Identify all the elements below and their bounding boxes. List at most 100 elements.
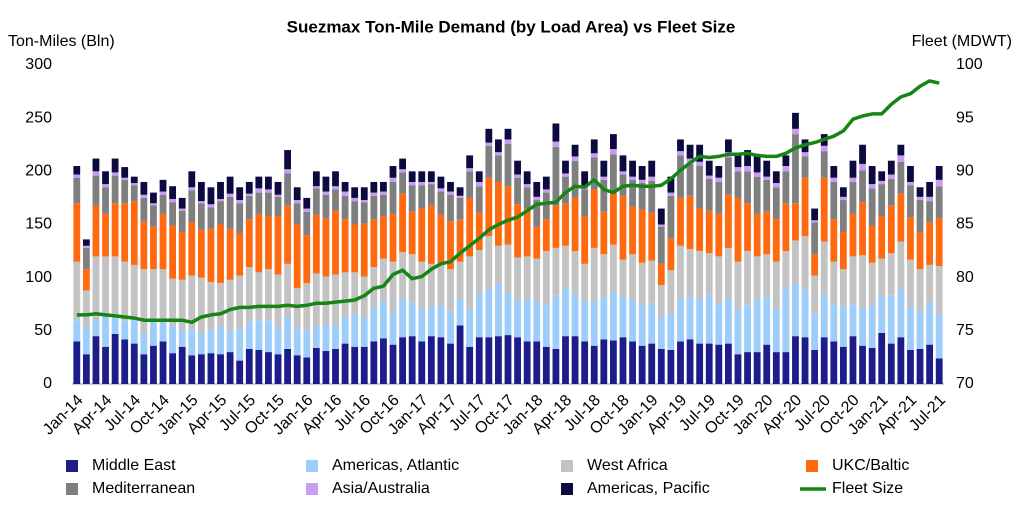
bar-segment — [399, 193, 406, 253]
bar-segment — [312, 214, 320, 274]
bar-segment — [456, 187, 464, 196]
bar-segment — [705, 160, 713, 176]
bar-segment — [197, 203, 205, 230]
bar-segment — [926, 222, 934, 265]
bar-segment — [887, 178, 895, 206]
bar-segment — [763, 176, 771, 180]
bar-segment — [341, 219, 349, 273]
bar-segment — [801, 152, 809, 157]
bar-segment — [178, 208, 186, 211]
bar-segment — [724, 343, 732, 384]
bar-segment — [792, 203, 799, 241]
bar-segment — [159, 194, 167, 214]
bar-segment — [447, 191, 454, 195]
bar-segment — [772, 261, 780, 310]
bar-segment — [648, 176, 656, 181]
bar-segment — [265, 352, 272, 384]
bar-segment — [935, 179, 943, 187]
bar-segment — [370, 195, 378, 220]
bar-segment — [437, 191, 445, 215]
bar-segment — [82, 290, 90, 328]
bar-segment — [73, 320, 81, 342]
bar-segment — [140, 181, 148, 195]
bar-segment — [504, 335, 512, 384]
bar-segment — [619, 171, 627, 175]
bar-segment — [782, 155, 790, 167]
bar-segment — [907, 217, 914, 260]
bar-segment — [610, 191, 617, 245]
bar-segment — [370, 181, 378, 193]
bar-segment — [399, 299, 406, 338]
bar-segment — [322, 218, 330, 277]
bar-segment — [293, 187, 301, 201]
bar-segment — [916, 231, 924, 270]
bar-segment — [188, 355, 196, 384]
bar-segment — [485, 177, 493, 237]
bar-segment — [504, 186, 512, 245]
bar-segment — [811, 275, 819, 313]
bar-segment — [418, 171, 426, 182]
bar-segment — [188, 275, 196, 329]
bar-segment — [332, 325, 339, 349]
bar-segment — [255, 320, 263, 350]
bar-segment — [638, 345, 646, 384]
bar-segment — [715, 177, 723, 182]
bar-segment — [322, 276, 330, 325]
bar-segment — [217, 181, 224, 199]
bar-segment — [811, 312, 819, 350]
bar-segment — [533, 301, 541, 342]
bar-segment — [926, 181, 934, 197]
bar-segment — [705, 210, 713, 254]
bar-segment — [629, 176, 636, 180]
bar-segment — [715, 166, 723, 178]
bar-segment — [312, 186, 320, 189]
bar-segment — [447, 311, 454, 344]
bar-segment — [926, 196, 934, 202]
bar-segment — [533, 200, 541, 227]
bar-segment — [245, 193, 253, 196]
legend-swatch — [306, 460, 318, 472]
bar-segment — [293, 355, 301, 384]
bar-segment — [868, 225, 876, 263]
bar-segment — [245, 348, 253, 384]
bar-segment — [265, 269, 272, 321]
bar-segment — [792, 282, 799, 337]
bar-segment — [552, 205, 560, 248]
bar-segment — [677, 298, 684, 342]
bar-segment — [370, 341, 378, 384]
bar-segment — [696, 251, 704, 299]
bar-segment — [590, 345, 598, 384]
bar-segment — [102, 213, 109, 257]
bar-segment — [303, 211, 311, 236]
bar-segment — [265, 176, 272, 190]
bar-segment — [897, 337, 905, 384]
bar-segment — [456, 219, 464, 262]
bar-segment — [667, 312, 675, 350]
bar-segment — [734, 167, 742, 172]
bar-segment — [169, 225, 177, 279]
bar-segment — [638, 209, 646, 263]
legend-label: Asia/Australia — [332, 480, 430, 497]
bar-segment — [408, 302, 416, 337]
bar-segment — [571, 251, 579, 294]
bar-segment — [839, 200, 847, 232]
bar-segment — [427, 181, 435, 185]
bar-segment — [820, 337, 828, 384]
bar-segment — [236, 328, 244, 361]
y2-tick-label: 75 — [956, 322, 974, 339]
y-tick-label: 150 — [25, 216, 52, 233]
bar-segment — [763, 254, 771, 297]
bar-segment — [562, 203, 569, 246]
bar-segment — [897, 241, 905, 290]
bar-segment — [150, 269, 157, 323]
bar-segment — [552, 141, 560, 147]
bar-segment — [590, 247, 598, 302]
bar-segment — [839, 346, 847, 384]
bar-segment — [475, 186, 483, 213]
bar-segment — [102, 314, 109, 347]
bar-segment — [226, 176, 234, 194]
bar-segment — [380, 215, 387, 259]
bar-segment — [380, 338, 387, 384]
bar-segment — [753, 155, 761, 173]
bar-segment — [849, 181, 857, 214]
